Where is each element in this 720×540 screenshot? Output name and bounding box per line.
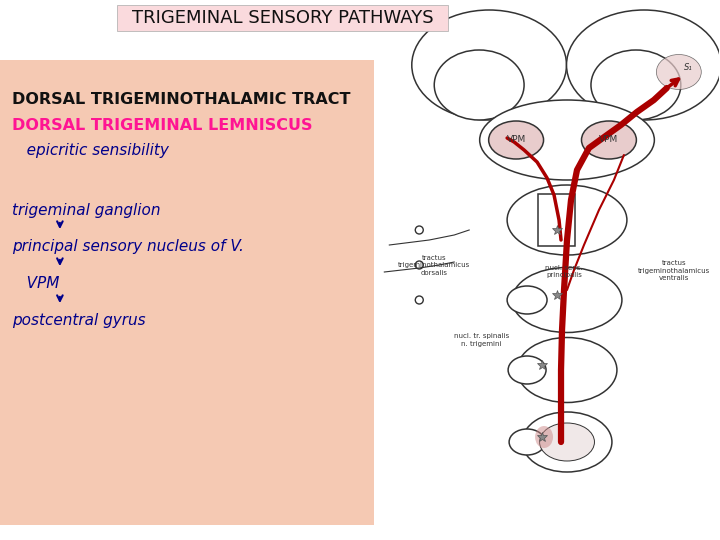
Ellipse shape	[591, 50, 681, 120]
Text: nucl. tr. spinalis
n. trigemini: nucl. tr. spinalis n. trigemini	[454, 333, 509, 347]
Ellipse shape	[434, 50, 524, 120]
Text: DORSAL TRIGEMINOTHALAMIC TRACT: DORSAL TRIGEMINOTHALAMIC TRACT	[12, 92, 351, 107]
Ellipse shape	[480, 100, 654, 180]
Text: TRIGEMINAL SENSORY PATHWAYS: TRIGEMINAL SENSORY PATHWAYS	[132, 9, 433, 27]
Text: tractus
trigeminothalamicus
dorsalis: tractus trigeminothalamicus dorsalis	[398, 255, 470, 276]
Ellipse shape	[489, 121, 544, 159]
Ellipse shape	[657, 55, 701, 90]
Ellipse shape	[508, 356, 546, 384]
Text: tractus
trigeminothalamicus
ventralis: tractus trigeminothalamicus ventralis	[638, 260, 710, 281]
Ellipse shape	[509, 429, 545, 455]
Text: postcentral gyrus: postcentral gyrus	[12, 313, 145, 327]
FancyBboxPatch shape	[538, 194, 575, 246]
Ellipse shape	[522, 412, 612, 472]
FancyBboxPatch shape	[117, 5, 449, 31]
Ellipse shape	[507, 286, 547, 314]
Ellipse shape	[535, 426, 553, 448]
Ellipse shape	[512, 267, 622, 333]
Text: VPM: VPM	[506, 136, 526, 145]
Ellipse shape	[567, 10, 720, 120]
FancyBboxPatch shape	[0, 60, 374, 525]
Text: nucl. sens.
principalis: nucl. sens. principalis	[545, 265, 582, 279]
Text: VPM: VPM	[599, 136, 618, 145]
Text: epicritic sensibility: epicritic sensibility	[12, 143, 169, 158]
Ellipse shape	[507, 185, 627, 255]
Text: DORSAL TRIGEMINAL LEMNISCUS: DORSAL TRIGEMINAL LEMNISCUS	[12, 118, 312, 132]
Ellipse shape	[412, 10, 567, 120]
Ellipse shape	[539, 423, 595, 461]
Ellipse shape	[517, 338, 617, 402]
Ellipse shape	[582, 121, 636, 159]
Text: trigeminal ganglion: trigeminal ganglion	[12, 202, 161, 218]
Text: VPM: VPM	[12, 275, 59, 291]
Text: principal sensory nucleus of V.: principal sensory nucleus of V.	[12, 239, 244, 253]
Text: S₁: S₁	[685, 64, 693, 72]
